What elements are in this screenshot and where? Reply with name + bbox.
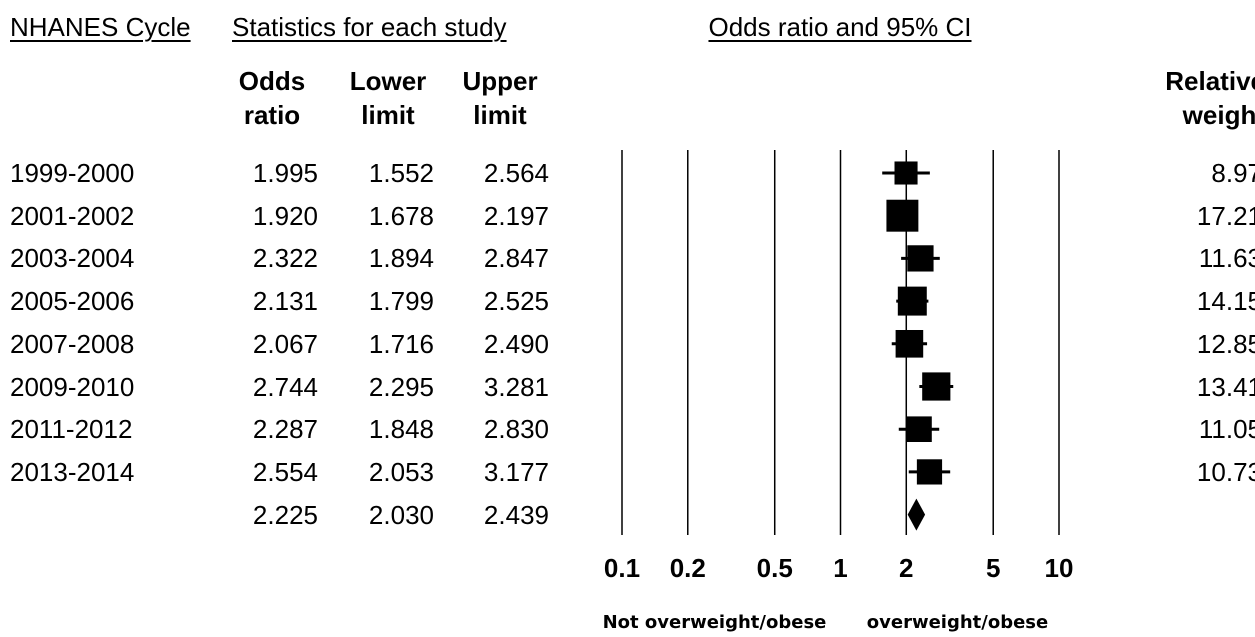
- weight-cell: 10.73: [1196, 456, 1255, 487]
- lower-limit-cell: 1.848: [368, 414, 434, 445]
- summary-upper: 2.439: [483, 499, 549, 530]
- upper-limit-cell: 3.281: [483, 371, 549, 402]
- summary-odds-ratio: 2.225: [252, 499, 318, 530]
- lower-limit-cell: 1.678: [368, 200, 434, 231]
- x-tick-label: 5: [986, 553, 1000, 583]
- odds-ratio-cell: 1.995: [252, 158, 318, 188]
- upper-limit-cell: 2.564: [483, 158, 549, 188]
- odds-ratio-square: [895, 329, 924, 358]
- sub-header: Lower limit: [349, 66, 427, 130]
- odds-ratio-cell: 2.067: [252, 328, 318, 359]
- odds-ratio-square: [907, 245, 934, 272]
- odds-ratio-square: [897, 286, 927, 316]
- weight-cell: 8.97: [1211, 158, 1255, 188]
- footer-label: overweight/obese: [866, 612, 1049, 633]
- odds-ratio-cell: 1.920: [252, 200, 318, 231]
- upper-limit-cell: 2.830: [483, 414, 549, 445]
- upper-limit-cell: 3.177: [483, 456, 549, 487]
- upper-limit-cell: 2.490: [483, 328, 549, 359]
- x-tick-label: 0.1: [604, 553, 640, 583]
- lower-limit-cell: 1.716: [368, 328, 434, 359]
- row-label: 1999-2000: [10, 158, 135, 188]
- x-tick-label: 1: [833, 553, 847, 583]
- column-header: NHANES Cycle: [10, 12, 191, 42]
- weight-cell: 13.41: [1196, 371, 1255, 402]
- x-tick-label: 2: [899, 553, 913, 583]
- row-label: 2011-2012: [10, 414, 133, 445]
- row-label: 2005-2006: [10, 286, 135, 317]
- lower-limit-cell: 2.295: [368, 371, 434, 402]
- row-label: 2009-2010: [10, 371, 135, 402]
- x-tick-label: 10: [1045, 553, 1074, 583]
- lower-limit-cell: 1.799: [368, 286, 434, 317]
- odds-ratio-cell: 2.322: [252, 243, 318, 274]
- row-label: 2003-2004: [10, 243, 135, 274]
- odds-ratio-square: [906, 416, 932, 442]
- summary-diamond: [907, 498, 926, 531]
- row-label: 2001-2002: [10, 200, 135, 231]
- x-tick-label: 0.2: [670, 553, 706, 583]
- plot-title: Odds ratio and 95% CI: [708, 12, 972, 42]
- odds-ratio-square: [886, 199, 919, 232]
- odds-ratio-cell: 2.744: [252, 371, 318, 402]
- lower-limit-cell: 1.894: [368, 243, 434, 274]
- odds-ratio-square: [922, 372, 951, 401]
- summary-lower: 2.030: [368, 499, 434, 530]
- column-header: Statistics for each study: [232, 12, 507, 42]
- weight-cell: 11.63: [1198, 243, 1255, 274]
- upper-limit-cell: 2.197: [483, 200, 549, 231]
- odds-ratio-cell: 2.131: [252, 286, 318, 317]
- weight-cell: 17.21: [1196, 200, 1255, 231]
- upper-limit-cell: 2.525: [483, 286, 549, 317]
- row-label: 2013-2014: [10, 456, 135, 487]
- sub-header: Upper limit: [462, 66, 538, 130]
- odds-ratio-cell: 2.554: [252, 456, 318, 487]
- lower-limit-cell: 2.053: [368, 456, 434, 487]
- row-label: 2007-2008: [10, 328, 135, 359]
- weight-cell: 14.15: [1196, 286, 1255, 317]
- upper-limit-cell: 2.847: [483, 243, 549, 274]
- x-tick-label: 0.5: [757, 553, 793, 583]
- weight-cell: 12.85: [1196, 328, 1255, 359]
- sub-header: Odds ratio: [238, 66, 306, 130]
- weight-cell: 11.05: [1198, 414, 1255, 445]
- odds-ratio-square: [894, 161, 918, 185]
- footer-label: Not overweight/obese: [602, 612, 827, 633]
- lower-limit-cell: 1.552: [368, 158, 434, 188]
- odds-ratio-cell: 2.287: [252, 414, 318, 445]
- odds-ratio-square: [916, 459, 943, 485]
- sub-header: Relative weight: [1165, 66, 1255, 130]
